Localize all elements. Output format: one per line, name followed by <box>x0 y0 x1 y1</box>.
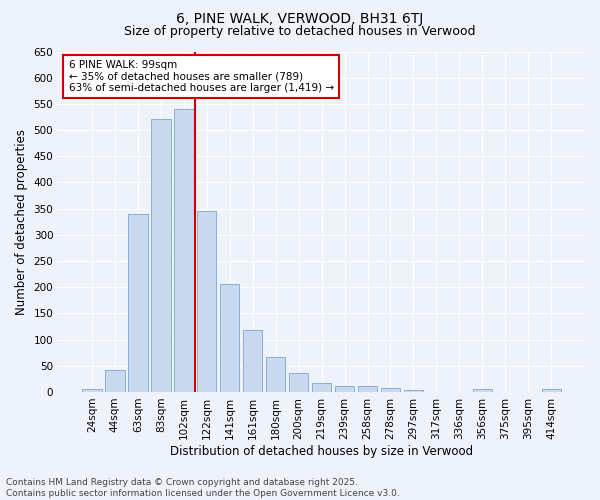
Bar <box>381 388 400 392</box>
Text: Size of property relative to detached houses in Verwood: Size of property relative to detached ho… <box>124 25 476 38</box>
Text: 6, PINE WALK, VERWOOD, BH31 6TJ: 6, PINE WALK, VERWOOD, BH31 6TJ <box>176 12 424 26</box>
Bar <box>82 390 101 392</box>
Bar <box>266 357 286 392</box>
Text: Contains HM Land Registry data © Crown copyright and database right 2025.
Contai: Contains HM Land Registry data © Crown c… <box>6 478 400 498</box>
Text: 6 PINE WALK: 99sqm
← 35% of detached houses are smaller (789)
63% of semi-detach: 6 PINE WALK: 99sqm ← 35% of detached hou… <box>69 60 334 93</box>
Bar <box>151 118 170 392</box>
Bar <box>197 212 217 392</box>
Bar <box>289 372 308 392</box>
Bar <box>243 330 262 392</box>
Bar <box>174 109 194 392</box>
Bar <box>312 382 331 392</box>
Bar <box>404 390 423 392</box>
Bar <box>335 386 355 392</box>
Bar <box>220 284 239 392</box>
Bar <box>358 386 377 392</box>
Y-axis label: Number of detached properties: Number of detached properties <box>15 128 28 314</box>
Bar <box>105 370 125 392</box>
Bar <box>542 390 561 392</box>
Bar <box>473 390 492 392</box>
Bar <box>128 214 148 392</box>
X-axis label: Distribution of detached houses by size in Verwood: Distribution of detached houses by size … <box>170 444 473 458</box>
